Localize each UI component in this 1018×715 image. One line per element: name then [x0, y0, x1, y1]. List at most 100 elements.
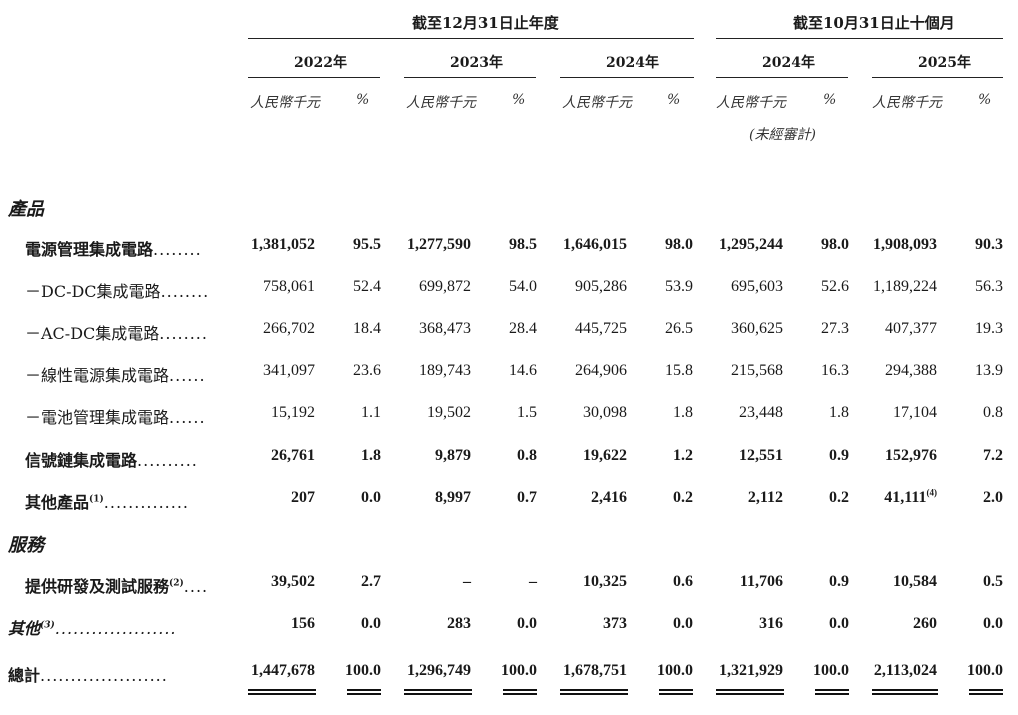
- leader-dots: ..........: [137, 451, 198, 470]
- unit-rmb-2025: 人民幣千元: [872, 95, 942, 111]
- row-label: 信號鏈集成電路..........: [25, 447, 198, 471]
- cell-value: 23,448: [739, 404, 783, 421]
- table-cell: 10,584: [893, 573, 937, 591]
- cell-value: 0.0: [517, 615, 537, 632]
- table-cell: 8,997: [435, 489, 471, 507]
- cell-value: 19,502: [427, 404, 471, 421]
- cell-value: 0.0: [673, 615, 693, 632]
- table-cell: 0.0: [673, 615, 693, 633]
- cell-value: 0.5: [983, 573, 1003, 590]
- row-label-text: －電池管理集成電路: [25, 408, 170, 427]
- cell-value: 1,277,590: [407, 236, 471, 253]
- table-cell: –: [529, 573, 537, 591]
- table-cell: 17,104: [893, 404, 937, 422]
- period-header-fiscal-year: 截至12月31日止年度: [412, 14, 559, 32]
- year-underline-2025: [872, 77, 1003, 78]
- cell-value: 12,551: [739, 447, 783, 464]
- table-cell: 2,113,024: [874, 662, 937, 680]
- year-header-2024-10m: 2024年: [762, 55, 815, 71]
- leader-dots: ..............: [103, 493, 189, 512]
- unit-rmb-2024-fy: 人民幣千元: [562, 95, 632, 111]
- total-underline: [347, 689, 381, 695]
- unit-pct-2024-10m: %: [823, 92, 837, 108]
- row-label-text: －DC-DC集成電路: [25, 282, 161, 301]
- table-cell: 1.5: [517, 404, 537, 422]
- cell-value: 98.0: [821, 236, 849, 253]
- table-cell: 1,381,052: [251, 236, 315, 254]
- row-label: 其他(3)....................: [8, 615, 177, 639]
- table-cell: 10,325: [583, 573, 627, 591]
- row-label: 其他產品(1)..............: [25, 489, 189, 513]
- leader-dots: ........: [160, 282, 210, 301]
- cell-value: 30,098: [583, 404, 627, 421]
- total-underline: [659, 689, 693, 695]
- period-underline-ten-months: [716, 38, 1003, 39]
- table-cell: 15.8: [665, 362, 693, 380]
- cell-value: 260: [913, 615, 937, 632]
- cell-value: 27.3: [821, 320, 849, 337]
- total-underline: [503, 689, 537, 695]
- table-cell: 264,906: [575, 362, 627, 380]
- cell-value: 26,761: [271, 447, 315, 464]
- cell-value: 1,295,244: [719, 236, 783, 253]
- cell-value: 9,879: [435, 447, 471, 464]
- unit-pct-2024-fy: %: [667, 92, 681, 108]
- cell-value: 189,743: [419, 362, 471, 379]
- table-cell: 52.6: [821, 278, 849, 296]
- row-label: 提供研發及測試服務(2)....: [25, 573, 208, 597]
- table-cell: 341,097: [263, 362, 315, 380]
- row-label: －AC-DC集成電路........: [25, 320, 208, 344]
- cell-value: 0.8: [517, 447, 537, 464]
- section-services: 服務: [8, 535, 44, 556]
- table-cell: 100.0: [967, 662, 1003, 680]
- table-cell: 0.2: [829, 489, 849, 507]
- cell-value: 2,113,024: [873, 662, 937, 679]
- cell-value: 1,646,015: [563, 236, 627, 253]
- table-cell: 14.6: [509, 362, 537, 380]
- table-cell: 0.7: [517, 489, 537, 507]
- table-cell: 12,551: [739, 447, 783, 465]
- table-cell: 1,447,678: [251, 662, 315, 680]
- table-cell: 98.0: [821, 236, 849, 254]
- table-cell: 1.8: [361, 447, 381, 465]
- cell-value: 28.4: [509, 320, 537, 337]
- table-cell: 9,879: [435, 447, 471, 465]
- row-label: 總計.....................: [8, 662, 168, 686]
- table-cell: 0.9: [829, 573, 849, 591]
- cell-value: 17,104: [893, 404, 937, 421]
- unit-rmb-2022: 人民幣千元: [250, 95, 320, 111]
- total-underline: [248, 689, 316, 695]
- cell-value: 2.0: [983, 489, 1003, 506]
- cell-value: 8,997: [435, 489, 471, 506]
- cell-value: 1,678,751: [563, 662, 627, 679]
- table-cell: 27.3: [821, 320, 849, 338]
- cell-value: 41,111: [884, 489, 927, 506]
- table-cell: 152,976: [885, 447, 937, 465]
- table-cell: 1,295,244: [719, 236, 783, 254]
- row-label-text: 總計: [8, 666, 41, 685]
- table-cell: 260: [913, 615, 937, 633]
- cell-value: 0.7: [517, 489, 537, 506]
- table-cell: 905,286: [575, 278, 627, 296]
- total-underline: [872, 689, 938, 695]
- cell-value: 2.7: [361, 573, 381, 590]
- cell-value: 1.8: [829, 404, 849, 421]
- table-cell: 1,908,093: [873, 236, 937, 254]
- table-cell: 2.7: [361, 573, 381, 591]
- leader-dots: ....................: [54, 619, 177, 638]
- table-cell: 407,377: [885, 320, 937, 338]
- table-cell: 19,622: [583, 447, 627, 465]
- cell-value: 54.0: [509, 278, 537, 295]
- cell-value: 1,321,929: [719, 662, 783, 679]
- table-cell: 15,192: [271, 404, 315, 422]
- table-cell: 98.0: [665, 236, 693, 254]
- cell-value: 0.9: [829, 447, 849, 464]
- cell-value: 283: [447, 615, 471, 632]
- table-cell: 368,473: [419, 320, 471, 338]
- cell-value: 1.5: [517, 404, 537, 421]
- leader-dots: .....................: [40, 666, 168, 685]
- table-cell: 26,761: [271, 447, 315, 465]
- table-cell: 1.2: [673, 447, 693, 465]
- cell-value: 15.8: [665, 362, 693, 379]
- table-cell: 294,388: [885, 362, 937, 380]
